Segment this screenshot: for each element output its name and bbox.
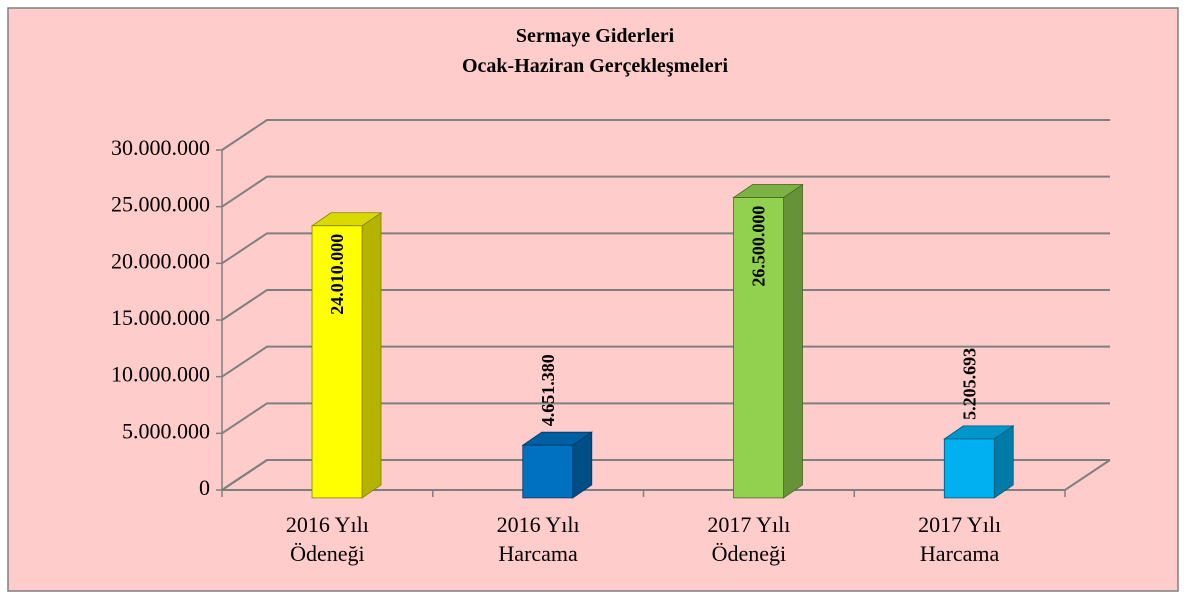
bar (311, 225, 363, 499)
x-tick-label: 2016 Yılı (286, 512, 369, 537)
data-label: 24.010.000 (327, 234, 347, 315)
y-tick-label: 15.000.000 (111, 305, 210, 330)
chart-title: Sermaye Giderleri (516, 25, 675, 47)
bar (943, 438, 995, 499)
chart-subtitle: Ocak-Haziran Gerçekleşmeleri (462, 55, 728, 77)
data-label: 26.500.000 (749, 206, 769, 287)
grid-line (221, 289, 1110, 321)
data-label: 5.205.693 (959, 348, 979, 420)
chart-background (7, 7, 1179, 592)
grid-line (221, 402, 1110, 435)
x-tick-label: Harcama (498, 541, 578, 566)
y-tick-label: 0 (199, 475, 210, 500)
x-tick-label: 2017 Yılı (918, 512, 1001, 537)
y-tick-label: 25.000.000 (111, 192, 210, 217)
y-tick-label: 20.000.000 (111, 248, 210, 273)
x-tick-label: 2017 Yılı (707, 512, 790, 537)
y-tick-label: 10.000.000 (111, 362, 210, 387)
bar (522, 444, 574, 499)
y-tick-label: 30.000.000 (111, 135, 210, 160)
y-tick-label: 5.000.000 (122, 418, 210, 443)
grid-line (221, 345, 1110, 378)
x-tick-label: Harcama (920, 541, 1000, 566)
grid-line (221, 119, 1110, 151)
x-tick-label: 2016 Yılı (497, 512, 580, 537)
bar-side (783, 183, 803, 499)
x-tick-label: Ödeneği (712, 541, 787, 566)
grid-line (221, 175, 1110, 208)
data-label: 4.651.380 (538, 354, 558, 426)
grid-line (221, 232, 1110, 265)
x-tick-label: Ödeneği (290, 541, 365, 566)
grid-line (221, 459, 1110, 491)
bar (733, 197, 784, 499)
bar-side (361, 212, 382, 499)
